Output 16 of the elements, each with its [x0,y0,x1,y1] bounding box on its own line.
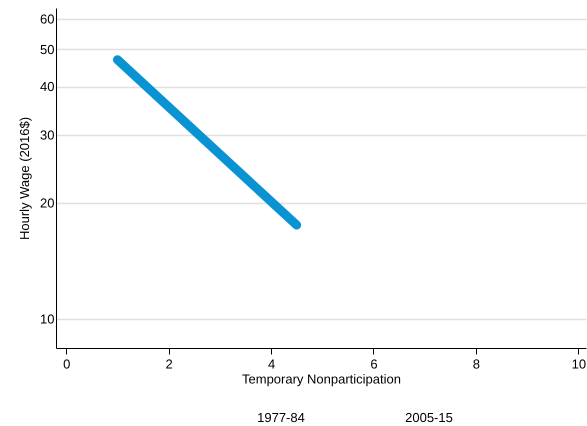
y-tick-label: 30 [40,127,54,142]
x-tick-label: 4 [268,356,276,372]
y-tick-label: 20 [40,195,54,210]
y-axis-title: Hourly Wage (2016$) [17,116,32,240]
y-tick-label: 40 [40,79,54,94]
y-tick-label: 10 [40,311,54,326]
x-tick-label: 10 [572,356,586,372]
x-axis-title: Temporary Nonparticipation [242,372,401,386]
x-tick-label: 2 [166,356,173,372]
y-tick-label: 60 [40,11,54,26]
x-tick-label: 6 [370,356,378,372]
text: 1977-84 [257,410,305,425]
y-tick-label: 50 [40,42,54,57]
x-tick-label: 0 [63,356,70,372]
x-tick-label: 8 [472,356,480,372]
text: 2005-15 [405,410,453,425]
